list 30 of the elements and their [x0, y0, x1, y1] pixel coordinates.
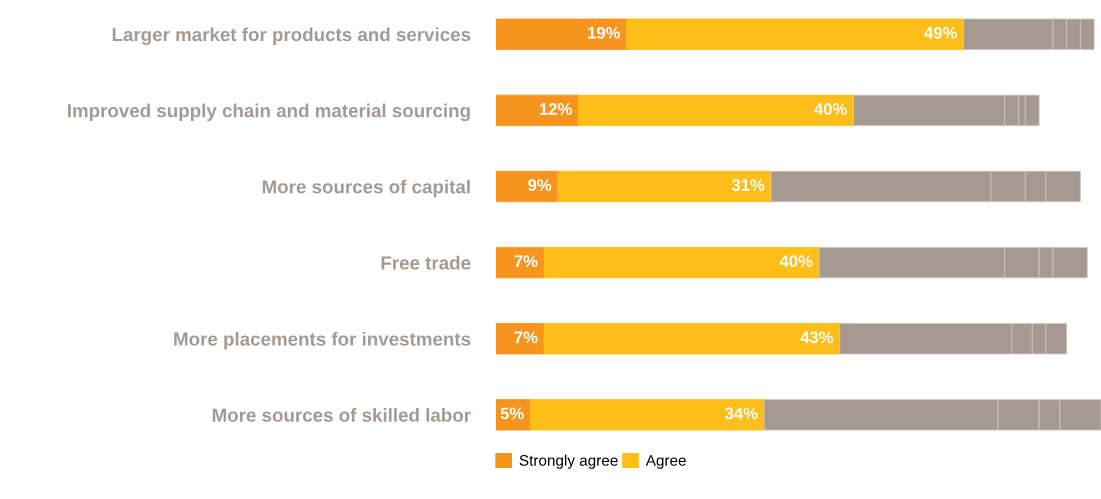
bar — [578, 94, 854, 127]
bar — [543, 323, 841, 355]
y-tick-label: More placements for investments — [174, 331, 471, 350]
data-label: 12% — [540, 103, 572, 115]
bar — [496, 323, 545, 355]
y-tick-label: Free trade — [381, 255, 471, 270]
data-label: 40% — [814, 103, 847, 115]
data-label: 43% — [800, 331, 834, 344]
data-label: 40% — [779, 255, 813, 268]
data-label: 49% — [924, 26, 957, 39]
y-tick-label: Larger market for products and services — [112, 27, 471, 46]
y-tick-label: More sources of capital — [262, 179, 470, 198]
data-label: 19% — [588, 26, 620, 39]
legend-label: Agree — [645, 455, 686, 469]
legend-label: Strongly agree — [519, 454, 618, 469]
data-label: 9% — [528, 179, 552, 191]
data-label: 7% — [514, 331, 538, 344]
data-label: 34% — [724, 407, 758, 420]
data-label: 7% — [514, 255, 538, 268]
data-label: 5% — [500, 407, 524, 420]
bar — [496, 18, 628, 50]
bar — [496, 94, 579, 127]
bar — [496, 170, 559, 203]
bar — [529, 399, 765, 431]
y-tick-label: Improved supply chain and material sourcing — [68, 103, 470, 122]
data-label: 31% — [731, 179, 765, 191]
y-tick-label: More sources of skilled labor — [212, 408, 471, 422]
bar — [543, 246, 820, 279]
bar — [557, 170, 772, 203]
bar — [626, 18, 964, 50]
